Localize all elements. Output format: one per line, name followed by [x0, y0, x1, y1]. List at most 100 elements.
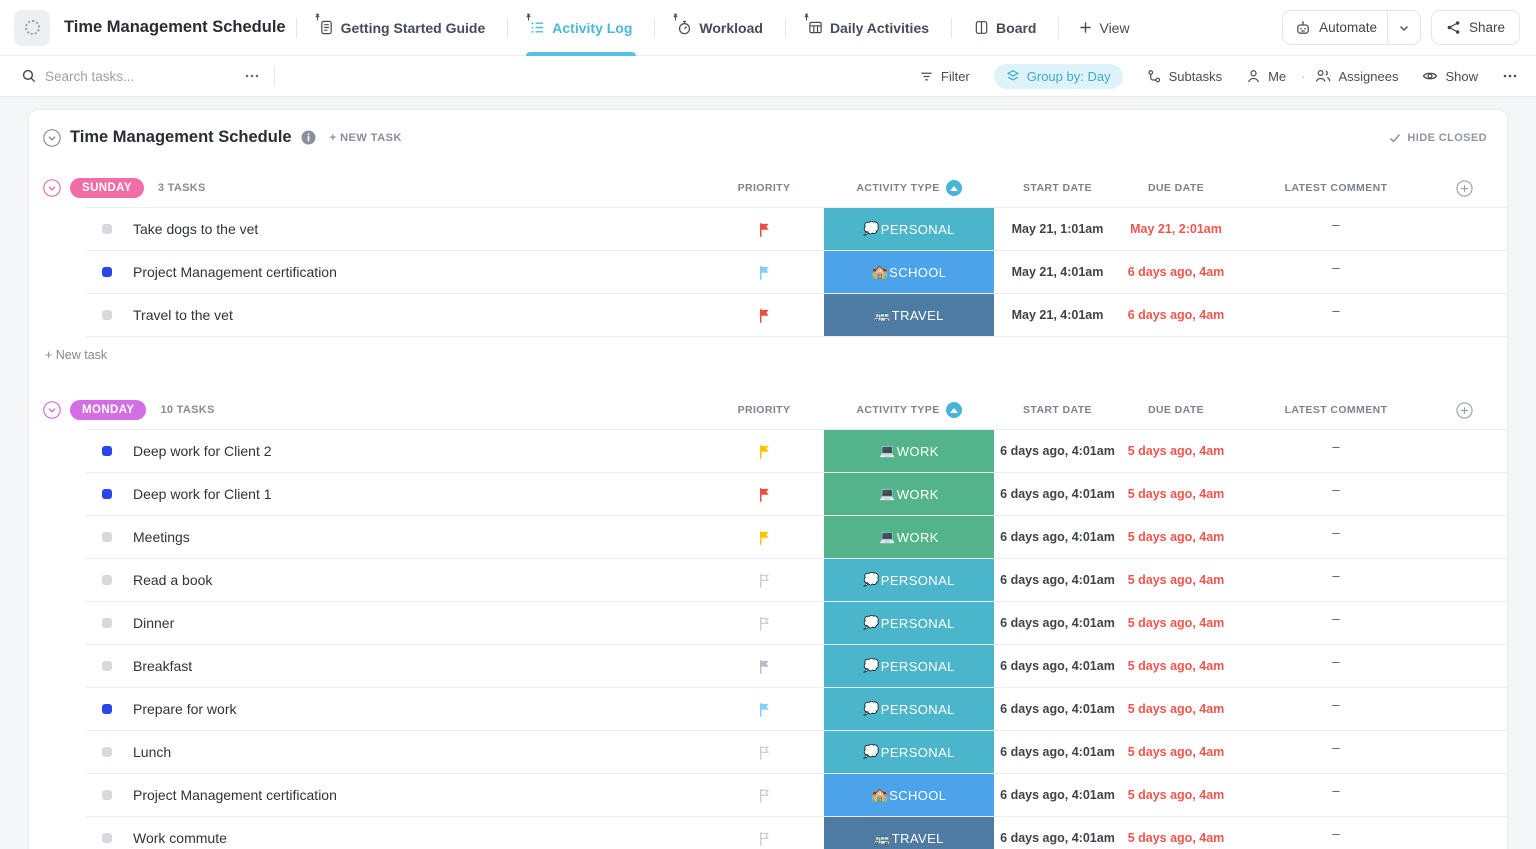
assignees-button[interactable]: Assignees: [1315, 68, 1398, 84]
tab-board[interactable]: Board: [962, 0, 1048, 56]
activity-type-cell[interactable]: 🏫 SCHOOL: [824, 774, 994, 816]
start-date-cell[interactable]: 6 days ago, 4:01am: [1000, 745, 1115, 759]
task-status-square[interactable]: [102, 224, 112, 234]
latest-comment-cell[interactable]: –: [1332, 303, 1340, 318]
task-status-square[interactable]: [102, 310, 112, 320]
task-name[interactable]: Deep work for Client 2: [133, 443, 272, 459]
task-status-square[interactable]: [102, 267, 112, 277]
task-name[interactable]: Project Management certification: [133, 264, 337, 280]
activity-type-cell[interactable]: 🏫 SCHOOL: [824, 251, 994, 293]
start-date-cell[interactable]: 6 days ago, 4:01am: [1000, 702, 1115, 716]
tab-daily-activities[interactable]: Daily Activities: [796, 0, 941, 56]
priority-flag-icon[interactable]: [704, 745, 824, 760]
column-header-activity-type[interactable]: ACTIVITY TYPE: [824, 180, 994, 196]
priority-flag-icon[interactable]: [704, 265, 824, 280]
me-filter-button[interactable]: Me ·: [1246, 69, 1305, 84]
task-status-square[interactable]: [102, 661, 112, 671]
priority-flag-icon[interactable]: [704, 702, 824, 717]
subtasks-button[interactable]: Subtasks: [1147, 69, 1222, 84]
start-date-cell[interactable]: May 21, 4:01am: [1011, 308, 1104, 322]
priority-flag-icon[interactable]: [704, 308, 824, 323]
priority-flag-icon[interactable]: [704, 616, 824, 631]
column-header-priority[interactable]: PRIORITY: [737, 182, 791, 194]
latest-comment-cell[interactable]: –: [1332, 697, 1340, 712]
column-header-due-date[interactable]: DUE DATE: [1147, 182, 1205, 194]
task-status-square[interactable]: [102, 704, 112, 714]
column-header-latest-comment[interactable]: LATEST COMMENT: [1284, 404, 1388, 416]
column-header-due-date[interactable]: DUE DATE: [1147, 404, 1205, 416]
column-header-latest-comment[interactable]: LATEST COMMENT: [1284, 182, 1388, 194]
add-new-task-row[interactable]: + New task: [45, 348, 108, 362]
collapse-group-icon[interactable]: [43, 401, 61, 419]
due-date-cell[interactable]: 5 days ago, 4am: [1127, 745, 1225, 759]
latest-comment-cell[interactable]: –: [1332, 260, 1340, 275]
due-date-cell[interactable]: 5 days ago, 4am: [1127, 444, 1225, 458]
activity-type-cell[interactable]: 💭 PERSONAL: [824, 559, 994, 601]
due-date-cell[interactable]: 5 days ago, 4am: [1127, 487, 1225, 501]
start-date-cell[interactable]: 6 days ago, 4:01am: [1000, 444, 1115, 458]
start-date-cell[interactable]: 6 days ago, 4:01am: [1000, 788, 1115, 802]
collapse-group-icon[interactable]: [43, 179, 61, 197]
task-status-square[interactable]: [102, 446, 112, 456]
due-date-cell[interactable]: 5 days ago, 4am: [1127, 788, 1225, 802]
priority-flag-icon[interactable]: [704, 831, 824, 846]
latest-comment-cell[interactable]: –: [1332, 783, 1340, 798]
start-date-cell[interactable]: 6 days ago, 4:01am: [1000, 487, 1115, 501]
task-status-square[interactable]: [102, 532, 112, 542]
group-by-button[interactable]: Group by: Day: [993, 63, 1123, 89]
automate-button[interactable]: Automate: [1282, 10, 1421, 45]
hide-closed-toggle[interactable]: HIDE CLOSED: [1389, 132, 1487, 144]
due-date-cell[interactable]: 6 days ago, 4am: [1127, 308, 1225, 322]
priority-flag-icon[interactable]: [704, 659, 824, 674]
priority-flag-icon[interactable]: [704, 444, 824, 459]
column-header-priority[interactable]: PRIORITY: [737, 404, 791, 416]
task-name[interactable]: Travel to the vet: [133, 307, 233, 323]
priority-flag-icon[interactable]: [704, 788, 824, 803]
latest-comment-cell[interactable]: –: [1332, 826, 1340, 841]
task-name[interactable]: Meetings: [133, 529, 190, 545]
add-view-button[interactable]: View: [1069, 20, 1139, 36]
task-name[interactable]: Project Management certification: [133, 787, 337, 803]
start-date-cell[interactable]: 6 days ago, 4:01am: [1000, 616, 1115, 630]
activity-type-cell[interactable]: 💻 WORK: [824, 516, 994, 558]
task-status-square[interactable]: [102, 833, 112, 843]
latest-comment-cell[interactable]: –: [1332, 482, 1340, 497]
task-status-square[interactable]: [102, 489, 112, 499]
activity-type-cell[interactable]: 💻 WORK: [824, 473, 994, 515]
task-name[interactable]: Breakfast: [133, 658, 193, 674]
due-date-cell[interactable]: 5 days ago, 4am: [1127, 702, 1225, 716]
column-header-start-date[interactable]: START DATE: [1023, 182, 1092, 194]
activity-type-cell[interactable]: 💻 WORK: [824, 430, 994, 472]
latest-comment-cell[interactable]: –: [1332, 568, 1340, 583]
activity-type-cell[interactable]: 💭 PERSONAL: [824, 602, 994, 644]
task-status-square[interactable]: [102, 747, 112, 757]
column-header-activity-type[interactable]: ACTIVITY TYPE: [824, 402, 994, 418]
task-status-square[interactable]: [102, 790, 112, 800]
add-column-button[interactable]: [1441, 401, 1487, 419]
activity-type-cell[interactable]: 💭 PERSONAL: [824, 731, 994, 773]
latest-comment-cell[interactable]: –: [1332, 217, 1340, 232]
sort-ascending-icon[interactable]: [945, 402, 962, 418]
collapse-list-icon[interactable]: [43, 128, 61, 147]
due-date-cell[interactable]: 5 days ago, 4am: [1127, 659, 1225, 673]
activity-type-cell[interactable]: 💭 PERSONAL: [824, 208, 994, 250]
start-date-cell[interactable]: May 21, 4:01am: [1011, 265, 1104, 279]
sort-ascending-icon[interactable]: [945, 180, 962, 196]
column-header-start-date[interactable]: START DATE: [1023, 404, 1092, 416]
task-name[interactable]: Work commute: [133, 830, 227, 846]
chevron-down-icon[interactable]: [1388, 22, 1420, 34]
group-badge[interactable]: MONDAY: [70, 400, 147, 420]
tab-workload[interactable]: Workload: [665, 0, 775, 56]
search-more-icon[interactable]: [244, 68, 260, 84]
group-badge[interactable]: SUNDAY: [70, 178, 144, 198]
add-column-button[interactable]: [1441, 179, 1487, 197]
filter-button[interactable]: Filter: [919, 69, 970, 84]
toolbar-more-icon[interactable]: [1502, 68, 1518, 84]
latest-comment-cell[interactable]: –: [1332, 525, 1340, 540]
latest-comment-cell[interactable]: –: [1332, 654, 1340, 669]
view-type-icon[interactable]: [14, 9, 50, 46]
due-date-cell[interactable]: 5 days ago, 4am: [1127, 831, 1225, 845]
show-button[interactable]: Show: [1422, 68, 1478, 84]
start-date-cell[interactable]: 6 days ago, 4:01am: [1000, 530, 1115, 544]
due-date-cell[interactable]: 5 days ago, 4am: [1127, 616, 1225, 630]
